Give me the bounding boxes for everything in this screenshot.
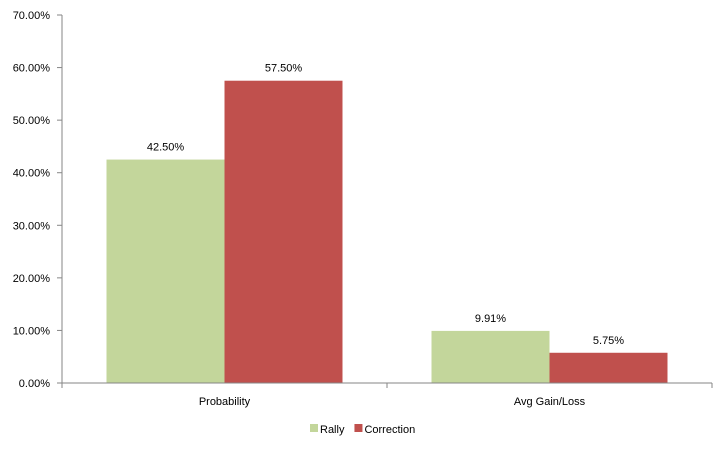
legend-swatch-rally (310, 424, 318, 432)
bar-rally-1 (106, 159, 225, 383)
legend-label-rally: Rally (320, 424, 345, 436)
legend-label-correction: Correction (364, 424, 415, 436)
y-tick-label: 40.00% (13, 168, 51, 180)
bar-correction-1 (224, 80, 343, 383)
y-tick-label: 70.00% (13, 10, 51, 22)
x-tick-label: Avg Gain/Loss (514, 396, 586, 408)
data-label: 5.75% (593, 335, 624, 347)
bar-correction-2 (549, 352, 668, 383)
bar-rally-2 (431, 330, 550, 383)
y-tick-label: 60.00% (13, 63, 51, 75)
y-axis: 0.00% 10.00% 20.00% 30.00% 40.00% 50.00% 60.00… (13, 10, 63, 390)
y-tick-label: 0.00% (19, 378, 50, 390)
data-label: 9.91% (475, 313, 506, 325)
y-tick-label: 20.00% (13, 273, 51, 285)
legend-swatch-correction (354, 424, 363, 432)
data-label: 42.50% (147, 142, 185, 154)
x-axis: Probability Avg Gain/Loss (61, 382, 713, 408)
legend: Rally Correction (310, 424, 415, 436)
x-tick-label: Probability (199, 396, 251, 408)
bars: 42.50% 57.50% 9.91% 5.75% (106, 63, 668, 383)
y-tick-label: 30.00% (13, 220, 51, 232)
y-tick-label: 50.00% (13, 115, 51, 127)
data-label: 57.50% (265, 63, 303, 75)
y-tick-label: 10.00% (13, 325, 51, 337)
